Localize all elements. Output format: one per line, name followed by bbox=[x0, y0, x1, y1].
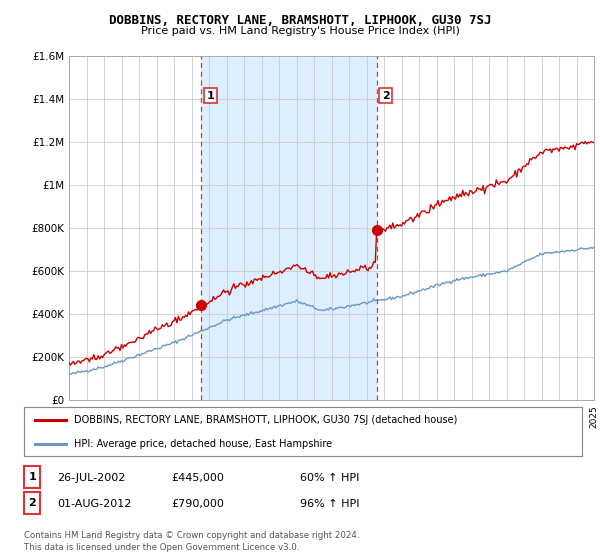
Text: 60% ↑ HPI: 60% ↑ HPI bbox=[300, 473, 359, 483]
Text: 1: 1 bbox=[28, 472, 36, 482]
Text: 01-AUG-2012: 01-AUG-2012 bbox=[57, 499, 131, 509]
Bar bbox=[201, 56, 377, 400]
Text: £790,000: £790,000 bbox=[171, 499, 224, 509]
Text: This data is licensed under the Open Government Licence v3.0.: This data is licensed under the Open Gov… bbox=[24, 543, 299, 552]
Text: Contains HM Land Registry data © Crown copyright and database right 2024.: Contains HM Land Registry data © Crown c… bbox=[24, 531, 359, 540]
Text: 1: 1 bbox=[206, 91, 214, 101]
Text: 96% ↑ HPI: 96% ↑ HPI bbox=[300, 499, 359, 509]
Text: Price paid vs. HM Land Registry's House Price Index (HPI): Price paid vs. HM Land Registry's House … bbox=[140, 26, 460, 36]
Text: DOBBINS, RECTORY LANE, BRAMSHOTT, LIPHOOK, GU30 7SJ: DOBBINS, RECTORY LANE, BRAMSHOTT, LIPHOO… bbox=[109, 14, 491, 27]
Text: HPI: Average price, detached house, East Hampshire: HPI: Average price, detached house, East… bbox=[74, 439, 332, 449]
Text: 26-JUL-2002: 26-JUL-2002 bbox=[57, 473, 125, 483]
Text: £445,000: £445,000 bbox=[171, 473, 224, 483]
Text: DOBBINS, RECTORY LANE, BRAMSHOTT, LIPHOOK, GU30 7SJ (detached house): DOBBINS, RECTORY LANE, BRAMSHOTT, LIPHOO… bbox=[74, 416, 458, 426]
Text: 2: 2 bbox=[28, 498, 36, 508]
Text: 2: 2 bbox=[382, 91, 389, 101]
